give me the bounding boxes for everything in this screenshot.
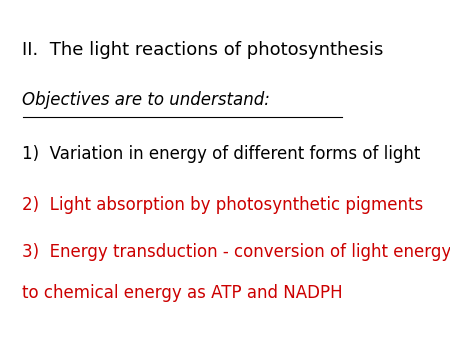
Text: to chemical energy as ATP and NADPH: to chemical energy as ATP and NADPH <box>22 284 343 302</box>
Text: 2)  Light absorption by photosynthetic pigments: 2) Light absorption by photosynthetic pi… <box>22 196 424 214</box>
Text: 3)  Energy transduction - conversion of light energy: 3) Energy transduction - conversion of l… <box>22 243 450 261</box>
Text: II.  The light reactions of photosynthesis: II. The light reactions of photosynthesi… <box>22 41 384 58</box>
Text: Objectives are to understand:: Objectives are to understand: <box>22 91 270 109</box>
Text: 1)  Variation in energy of different forms of light: 1) Variation in energy of different form… <box>22 145 421 163</box>
